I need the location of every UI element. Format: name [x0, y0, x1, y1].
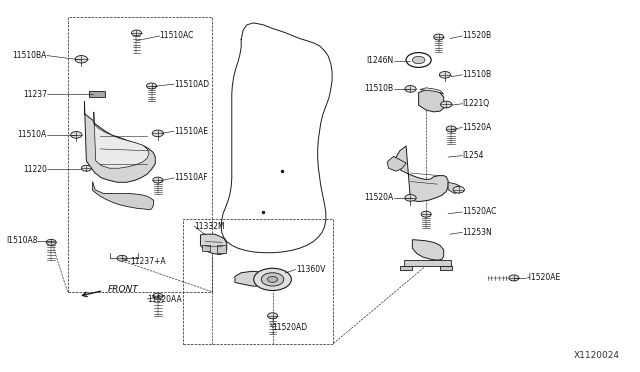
Polygon shape [412, 240, 444, 260]
Polygon shape [217, 245, 225, 253]
Text: 11510AE: 11510AE [174, 126, 208, 136]
Text: I1246N: I1246N [366, 56, 394, 65]
Text: 11520AA: 11520AA [147, 295, 182, 304]
Polygon shape [420, 88, 444, 94]
Text: 11360V: 11360V [296, 265, 325, 274]
Circle shape [412, 56, 425, 64]
Circle shape [131, 30, 141, 36]
Circle shape [405, 195, 416, 201]
Polygon shape [387, 156, 406, 171]
Text: 11520A: 11520A [463, 123, 492, 132]
Circle shape [46, 239, 56, 245]
Circle shape [117, 255, 127, 261]
Polygon shape [396, 146, 448, 202]
Circle shape [147, 83, 157, 89]
Polygon shape [419, 90, 444, 112]
Text: 11520B: 11520B [463, 31, 492, 41]
Circle shape [405, 86, 416, 92]
Text: 11510AF: 11510AF [174, 173, 208, 182]
Circle shape [75, 55, 88, 63]
Text: 11237+A: 11237+A [130, 257, 166, 266]
Circle shape [421, 211, 431, 217]
Text: -I1520AE: -I1520AE [527, 273, 561, 282]
Polygon shape [235, 271, 274, 286]
Circle shape [152, 130, 163, 137]
Circle shape [453, 186, 465, 193]
Polygon shape [93, 182, 154, 210]
Circle shape [70, 132, 82, 138]
Circle shape [268, 313, 278, 319]
Text: 11510AC: 11510AC [160, 31, 194, 41]
Circle shape [268, 276, 278, 282]
Text: 11510B: 11510B [364, 84, 394, 93]
Text: 11510BA: 11510BA [12, 51, 47, 60]
Text: 11510AD: 11510AD [174, 80, 209, 89]
Text: 11237: 11237 [23, 90, 47, 99]
Text: 11510B: 11510B [463, 70, 492, 79]
Circle shape [509, 275, 519, 281]
Text: 11510A: 11510A [17, 130, 47, 140]
Polygon shape [200, 234, 227, 254]
Polygon shape [400, 266, 412, 270]
Polygon shape [440, 266, 452, 270]
Text: 11520AD: 11520AD [273, 323, 308, 332]
Polygon shape [448, 182, 461, 193]
Text: 11520AC: 11520AC [463, 208, 497, 217]
Polygon shape [84, 102, 156, 182]
Text: I1254: I1254 [463, 151, 484, 160]
Circle shape [153, 177, 163, 183]
Circle shape [253, 268, 291, 291]
Text: I1510A8: I1510A8 [6, 236, 37, 246]
Text: FRONT: FRONT [108, 285, 138, 294]
Circle shape [434, 34, 444, 40]
Circle shape [446, 126, 456, 132]
Circle shape [261, 273, 284, 286]
Polygon shape [404, 260, 451, 266]
Text: X1120024: X1120024 [573, 351, 620, 360]
Bar [89, 91, 104, 97]
Circle shape [439, 71, 451, 78]
Text: 11520A: 11520A [364, 193, 394, 202]
Polygon shape [202, 245, 211, 251]
Circle shape [153, 293, 163, 299]
Circle shape [440, 101, 452, 108]
Polygon shape [94, 112, 149, 168]
Text: I1221Q: I1221Q [463, 99, 490, 108]
Text: 11332M: 11332M [194, 221, 225, 231]
Text: 11253N: 11253N [463, 228, 492, 237]
Text: 11220: 11220 [23, 165, 47, 174]
Circle shape [81, 165, 92, 171]
